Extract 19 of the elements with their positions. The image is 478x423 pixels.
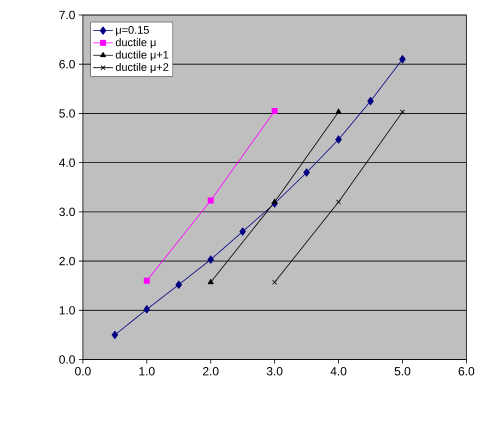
x-tick-label: 4.0 (330, 366, 346, 376)
x-tick-label: 6.0 (458, 366, 474, 376)
y-tick-label: 7.0 (59, 10, 75, 19)
x-tick-label: 5.0 (394, 366, 410, 376)
y-tick-label: 3.0 (59, 207, 75, 216)
legend-label: ductile μ+1 (116, 50, 168, 60)
x-tick-label: 3.0 (266, 366, 282, 376)
y-tick-label: 2.0 (59, 256, 75, 266)
y-tick-label: 4.0 (59, 158, 75, 167)
y-tick-label: 5.0 (59, 108, 75, 118)
y-tick-label: 6.0 (59, 60, 75, 68)
legend-label: ductile μ+2 (116, 62, 168, 73)
y-tick-label: 0.0 (59, 355, 75, 364)
x-tick-label: 2.0 (203, 366, 219, 376)
x-tick-label: 1.0 (139, 366, 155, 376)
y-tick-label: 1.0 (60, 306, 75, 314)
x-tick-label: 0.0 (75, 366, 91, 376)
legend-label: μ=0.15 (116, 26, 149, 36)
legend-label: ductile μ (116, 38, 156, 48)
